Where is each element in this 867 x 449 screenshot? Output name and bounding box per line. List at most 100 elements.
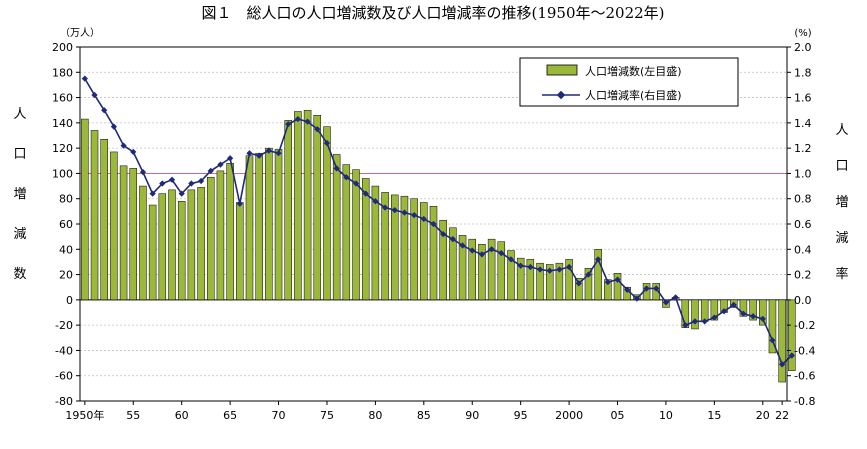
- bar-1972: [294, 111, 302, 301]
- bar-1971: [284, 120, 292, 301]
- rate-point-2015: [711, 314, 718, 321]
- right-tick-label: 1.8: [794, 66, 812, 79]
- left-tick-label: -80: [55, 395, 73, 408]
- left-tick-label: 0: [66, 294, 73, 307]
- rate-point-1991: [478, 251, 486, 258]
- rate-point-1950: [81, 75, 88, 82]
- rate-point-2004: [604, 279, 611, 286]
- bar-2002: [584, 268, 593, 301]
- left-tick-label: -20: [55, 319, 73, 332]
- bar-1985: [420, 202, 428, 301]
- right-tick-label: -0.8: [794, 395, 815, 408]
- bar-1986: [429, 206, 438, 301]
- right-tick-label: 0.2: [794, 269, 812, 282]
- x-tick-label: 85: [417, 409, 431, 422]
- left-tick-label: -60: [55, 370, 73, 383]
- rate-point-1979: [362, 190, 369, 197]
- bar-1975: [323, 126, 331, 301]
- right-axis-unit: (%): [794, 28, 811, 39]
- x-tick-label: 70: [272, 409, 286, 422]
- bar-1993: [497, 241, 506, 301]
- right-tick-label: 1.6: [794, 92, 812, 105]
- left-tick-label: 160: [52, 92, 73, 105]
- x-tick-label: 60: [175, 409, 189, 422]
- right-axis-ticks: 2.0 1.8 1.6 1.4 1.2 1.0 0.8 0.6 0.4 0.2 0.0 -0.2 -0.…: [787, 41, 815, 408]
- legend: 人口増減数(左目盛) 人口増減率(右目盛): [519, 57, 739, 107]
- rate-point-2001: [575, 280, 582, 287]
- right-axis-label-char: 増: [835, 195, 848, 210]
- x-tick-label: 75: [320, 409, 334, 422]
- rate-point-2012: [682, 322, 689, 329]
- right-tick-label: -0.2: [794, 319, 815, 332]
- rate-point-1965: [227, 155, 234, 162]
- bar-1976: [332, 154, 341, 301]
- right-tick-label: 0.4: [794, 243, 812, 256]
- rate-point-1962: [197, 177, 205, 185]
- rate-point-1956: [139, 169, 147, 176]
- bar-1998: [545, 264, 554, 301]
- bar-1991: [478, 243, 486, 301]
- bar-2022: [778, 299, 786, 383]
- left-axis-label-char: 数: [13, 267, 26, 282]
- bar-2003: [594, 249, 602, 301]
- rate-point-1964: [217, 161, 224, 168]
- bar-1980: [371, 185, 380, 301]
- rate-point-1955: [130, 148, 137, 156]
- bar-2005: [613, 273, 622, 301]
- bar-1956: [139, 185, 147, 301]
- right-tick-label: 1.2: [794, 142, 812, 155]
- left-axis-label-char: 減: [13, 226, 26, 242]
- left-axis-label-char: 口: [13, 147, 26, 162]
- right-tick-label: 0.8: [794, 193, 812, 206]
- rate-point-1951: [91, 91, 98, 99]
- right-axis-label-char: 口: [835, 159, 848, 174]
- rate-point-1960: [178, 190, 185, 197]
- bar-1997: [536, 262, 544, 301]
- left-tick-label: -40: [55, 344, 73, 357]
- left-axis-label-char: 人: [13, 107, 26, 122]
- bar-1973: [303, 109, 312, 301]
- legend-line-label: 人口増減率(右目盛): [585, 88, 682, 102]
- bar-1990: [468, 238, 476, 301]
- bar-1994: [507, 250, 515, 301]
- bar-1969: [265, 147, 273, 301]
- left-axis-label-char: 増: [13, 187, 26, 202]
- bar-1959: [168, 189, 176, 301]
- rate-point-1992: [488, 246, 495, 253]
- rate-point-1967: [246, 150, 253, 157]
- rate-point-2003: [595, 256, 602, 263]
- bar-1966: [236, 202, 244, 301]
- bar-2014: [700, 299, 709, 322]
- x-tick-label: 22: [775, 409, 789, 422]
- bar-1982: [391, 194, 399, 301]
- right-axis-label-char: 率: [835, 266, 848, 282]
- x-tick-label: 90: [465, 409, 479, 422]
- x-tick-label: 1950年: [65, 408, 104, 422]
- bar-1953: [110, 151, 118, 301]
- bar-1964: [216, 170, 225, 301]
- bar-1992: [487, 238, 496, 301]
- bar-1965: [226, 163, 234, 301]
- right-tick-label: 2.0: [794, 41, 812, 54]
- bar-1995: [516, 257, 525, 301]
- rate-point-1997: [536, 266, 544, 273]
- x-tick-label: 10: [659, 409, 673, 422]
- bar-1961: [187, 189, 196, 301]
- x-tick-label: 05: [611, 409, 625, 422]
- left-tick-label: 100: [52, 167, 73, 180]
- left-axis-label: 人 口 増 減 数: [13, 107, 26, 282]
- bar-1970: [274, 149, 283, 301]
- bar-1955: [129, 168, 138, 301]
- left-tick-label: 20: [59, 269, 73, 282]
- bar-1962: [197, 187, 205, 301]
- x-tick-label: 80: [368, 409, 382, 422]
- bar-1960: [177, 200, 186, 301]
- x-tick-label: 55: [126, 409, 140, 422]
- right-tick-label: 1.4: [794, 117, 812, 130]
- bar-1979: [361, 178, 370, 301]
- x-tick-label: 65: [223, 409, 237, 422]
- legend-bar-label: 人口増減数(左目盛): [585, 64, 682, 78]
- left-tick-label: 40: [59, 243, 73, 256]
- bar-2009: [652, 283, 660, 301]
